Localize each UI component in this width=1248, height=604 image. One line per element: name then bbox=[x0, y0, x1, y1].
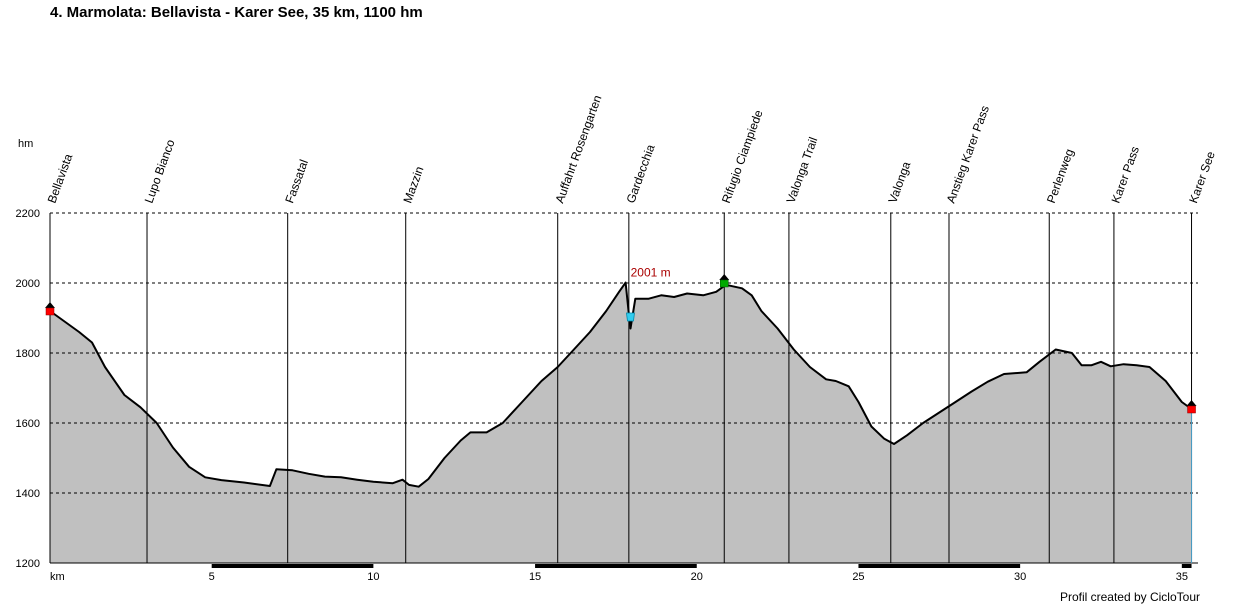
km-scale-bar bbox=[535, 564, 697, 568]
waypoint-label: Perlenweg bbox=[1044, 147, 1077, 205]
waypoint-label: Auffahrt Rosengarten bbox=[552, 93, 604, 205]
y-tick-label: 1800 bbox=[16, 348, 40, 360]
waypoint-label: Gardecchia bbox=[624, 142, 658, 205]
km-scale-bar bbox=[858, 564, 1021, 568]
water-marker bbox=[626, 312, 635, 322]
chart-title: 4. Marmolata: Bellavista - Karer See, 35… bbox=[50, 4, 423, 21]
waypoint-label: Fassatal bbox=[282, 158, 311, 205]
start-marker bbox=[45, 307, 55, 316]
elevation-line bbox=[49, 281, 1193, 488]
credit-text: Profil created by CicloTour bbox=[1059, 590, 1200, 604]
end-marker-roof bbox=[1186, 400, 1197, 406]
waypoint-label: Valonga Trail bbox=[784, 135, 821, 205]
x-tick-label: 15 bbox=[529, 571, 541, 583]
x-tick-label: 5 bbox=[209, 571, 215, 583]
x-tick-label: 35 bbox=[1176, 571, 1188, 583]
start-marker-roof bbox=[45, 302, 55, 308]
summit-marker-roof bbox=[719, 274, 730, 280]
waypoint-label: Mazzin bbox=[400, 165, 426, 206]
x-tick-label: 30 bbox=[1014, 571, 1026, 583]
y-tick-label: 1200 bbox=[16, 558, 40, 570]
y-tick-label: 2200 bbox=[16, 208, 40, 220]
waypoint-label: Bellavista bbox=[45, 152, 76, 205]
waypoint-label: Karer See bbox=[1186, 149, 1218, 205]
waypoint-label: Rifugio Ciampiede bbox=[719, 108, 766, 205]
summit-annotation: 2001 m bbox=[631, 266, 671, 280]
waypoint-label: Lupo Bianco bbox=[142, 137, 178, 205]
waypoint-label: Karer Pass bbox=[1109, 144, 1142, 205]
km-scale-bar bbox=[211, 564, 374, 568]
y-axis-label: hm bbox=[18, 138, 33, 150]
x-tick-label: 20 bbox=[691, 571, 703, 583]
x-tick-label: 10 bbox=[367, 571, 379, 583]
x-tick-label: 25 bbox=[852, 571, 864, 583]
y-tick-label: 1600 bbox=[16, 418, 40, 430]
end-marker bbox=[1187, 405, 1196, 414]
summit-marker bbox=[719, 279, 729, 288]
x-axis-label: km bbox=[50, 571, 65, 583]
y-tick-label: 2000 bbox=[16, 278, 40, 290]
y-tick-label: 1400 bbox=[16, 488, 40, 500]
waypoint-label: Anstieg Karer Pass bbox=[944, 104, 992, 205]
km-scale-bar bbox=[1181, 564, 1192, 568]
waypoint-label: Valonga bbox=[885, 159, 913, 205]
